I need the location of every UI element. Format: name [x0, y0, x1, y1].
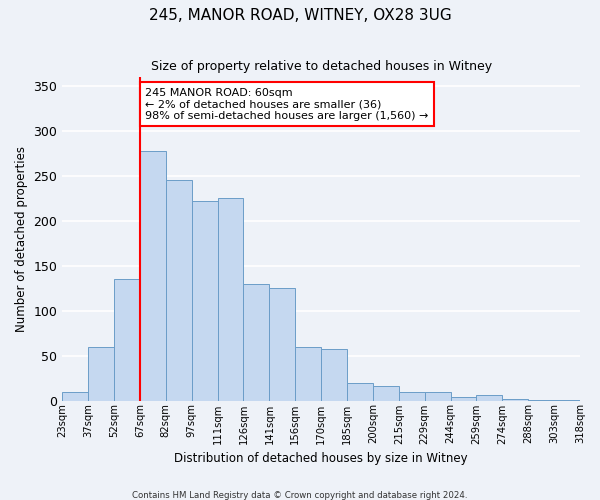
Bar [347, 384, 373, 400]
Bar [269, 288, 295, 401]
Bar [114, 279, 140, 400]
X-axis label: Distribution of detached houses by size in Witney: Distribution of detached houses by size … [175, 452, 468, 465]
Bar [166, 180, 192, 400]
Text: 245 MANOR ROAD: 60sqm
← 2% of detached houses are smaller (36)
98% of semi-detac: 245 MANOR ROAD: 60sqm ← 2% of detached h… [145, 88, 428, 121]
Bar [295, 346, 321, 401]
Bar [451, 397, 476, 400]
Y-axis label: Number of detached properties: Number of detached properties [15, 146, 28, 332]
Bar [140, 150, 166, 400]
Bar [399, 392, 425, 400]
Bar [425, 392, 451, 400]
Bar [373, 386, 399, 400]
Title: Size of property relative to detached houses in Witney: Size of property relative to detached ho… [151, 60, 492, 73]
Text: 245, MANOR ROAD, WITNEY, OX28 3UG: 245, MANOR ROAD, WITNEY, OX28 3UG [149, 8, 451, 22]
Bar [192, 201, 218, 400]
Bar [218, 198, 244, 400]
Text: Contains HM Land Registry data © Crown copyright and database right 2024.: Contains HM Land Registry data © Crown c… [132, 490, 468, 500]
Bar [88, 346, 114, 401]
Bar [476, 395, 502, 400]
Bar [321, 350, 347, 401]
Bar [62, 392, 88, 400]
Bar [244, 284, 269, 401]
Bar [502, 398, 528, 400]
